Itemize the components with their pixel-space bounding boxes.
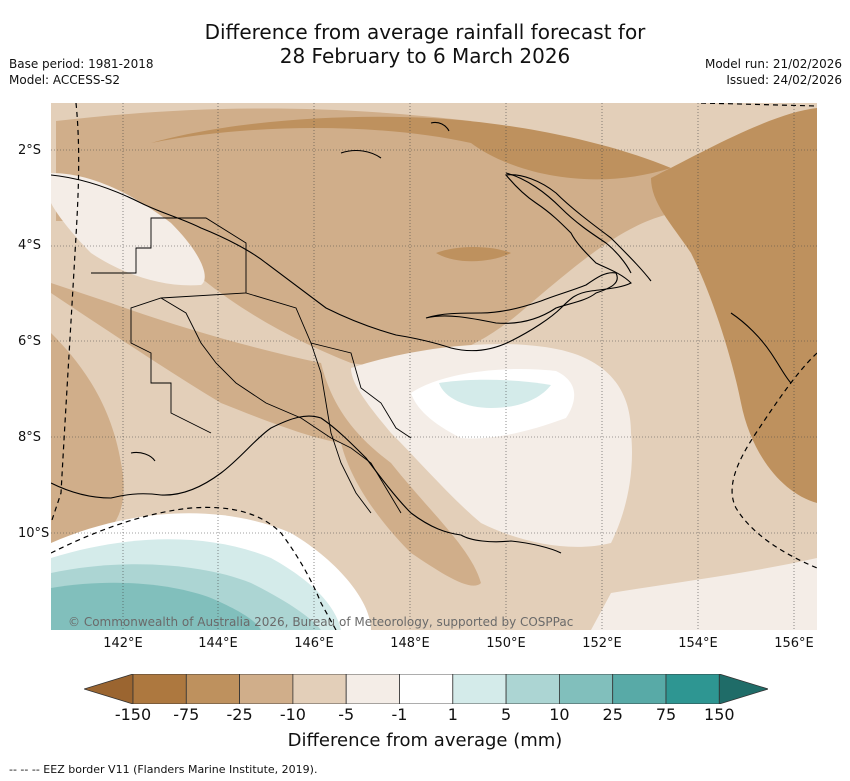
colorbar-segment xyxy=(665,674,720,704)
field-band-brown-small xyxy=(436,247,511,262)
map-title-line2: 28 February to 6 March 2026 xyxy=(279,44,571,68)
colorbar-tick-label: -5 xyxy=(338,705,355,724)
colorbar-tick-label: 10 xyxy=(549,705,570,724)
colorbar-tick-label: 5 xyxy=(501,705,512,724)
colorbar-segment xyxy=(399,674,454,704)
colorbar-segments xyxy=(84,674,768,704)
island-group-north xyxy=(340,149,382,159)
lat-label-6s: 6°S xyxy=(18,334,42,349)
colorbar-tick-label: -25 xyxy=(226,705,253,724)
colorbar-tick-label: 25 xyxy=(602,705,623,724)
new-ireland xyxy=(505,172,632,274)
colorbar-segment xyxy=(239,674,294,704)
issued-date: Issued: 24/02/2026 xyxy=(726,73,842,87)
colorbar-segment xyxy=(452,674,507,704)
lon-label-146e: 146°E xyxy=(294,636,334,651)
meta-right: Model run: 21/02/2026 Issued: 24/02/2026 xyxy=(705,56,842,88)
colorbar-extend-low xyxy=(84,674,134,704)
colorbar-segment xyxy=(558,674,614,704)
colorbar-tick-label: -150 xyxy=(114,705,152,724)
colorbar xyxy=(84,674,768,704)
colorbar-tick-label: -1 xyxy=(391,705,408,724)
copyright-text: © Commonwealth of Australia 2026, Bureau… xyxy=(68,615,573,629)
lat-label-4s: 4°S xyxy=(18,238,42,253)
field-band-pale-north xyxy=(51,173,205,286)
lon-label-148e: 148°E xyxy=(390,636,430,651)
torres-islands xyxy=(130,451,156,462)
colorbar-segment xyxy=(292,674,347,704)
coastlines xyxy=(51,121,792,554)
lon-label-142e: 142°E xyxy=(103,636,143,651)
field-band-lightteal-center xyxy=(439,379,551,408)
colorbar-tick-label: -10 xyxy=(279,705,306,724)
colorbar-segment xyxy=(132,674,187,704)
field-band-pale-southeast xyxy=(591,558,817,630)
colorbar-tick-label: 1 xyxy=(447,705,458,724)
island-manus xyxy=(430,121,450,132)
lon-label-150e: 150°E xyxy=(486,636,526,651)
lon-label-152e: 152°E xyxy=(582,636,622,651)
eez-legend: -- -- -- EEZ border V11 (Flanders Marine… xyxy=(9,763,318,776)
colorbar-title: Difference from average (mm) xyxy=(287,730,563,751)
field-band-brown-north xyxy=(151,116,671,180)
eez-borders xyxy=(51,103,817,630)
colorbar-tick-label: 75 xyxy=(655,705,677,724)
field-band-tan-south xyxy=(51,283,481,586)
bougainville xyxy=(730,312,792,384)
meta-left: Base period: 1981-2018 Model: ACCESS-S2 xyxy=(9,56,154,88)
model-name: Model: ACCESS-S2 xyxy=(9,73,121,87)
map-svg: © Commonwealth of Australia 2026, Bureau… xyxy=(51,103,817,630)
lat-label-2s: 2°S xyxy=(18,143,42,158)
graticule xyxy=(51,103,817,630)
colorbar-segment xyxy=(185,674,241,704)
lat-label-8s: 8°S xyxy=(18,430,42,445)
colorbar-tick-label: 150 xyxy=(704,705,735,724)
lat-label-10s: 10°S xyxy=(18,526,50,541)
colorbar-segment xyxy=(345,674,400,704)
new-guinea-south-coast xyxy=(51,415,562,554)
map-title-line1: Difference from average rainfall forecas… xyxy=(204,20,646,44)
colorbar-tick-label: -75 xyxy=(173,705,200,724)
colorbar-extend-high xyxy=(718,674,768,704)
lon-label-156e: 156°E xyxy=(774,636,814,651)
province-borders xyxy=(91,217,412,514)
new-britain xyxy=(425,272,618,324)
base-period: Base period: 1981-2018 xyxy=(9,57,154,71)
colorbar-segment xyxy=(612,674,667,704)
new-guinea-coast xyxy=(51,174,652,352)
lon-label-144e: 144°E xyxy=(198,636,238,651)
lon-label-154e: 154°E xyxy=(678,636,718,651)
model-run: Model run: 21/02/2026 xyxy=(704,57,842,71)
field-band-teal-2 xyxy=(51,582,261,630)
colorbar-segment xyxy=(505,674,560,704)
rainfall-map: © Commonwealth of Australia 2026, Bureau… xyxy=(51,103,817,630)
